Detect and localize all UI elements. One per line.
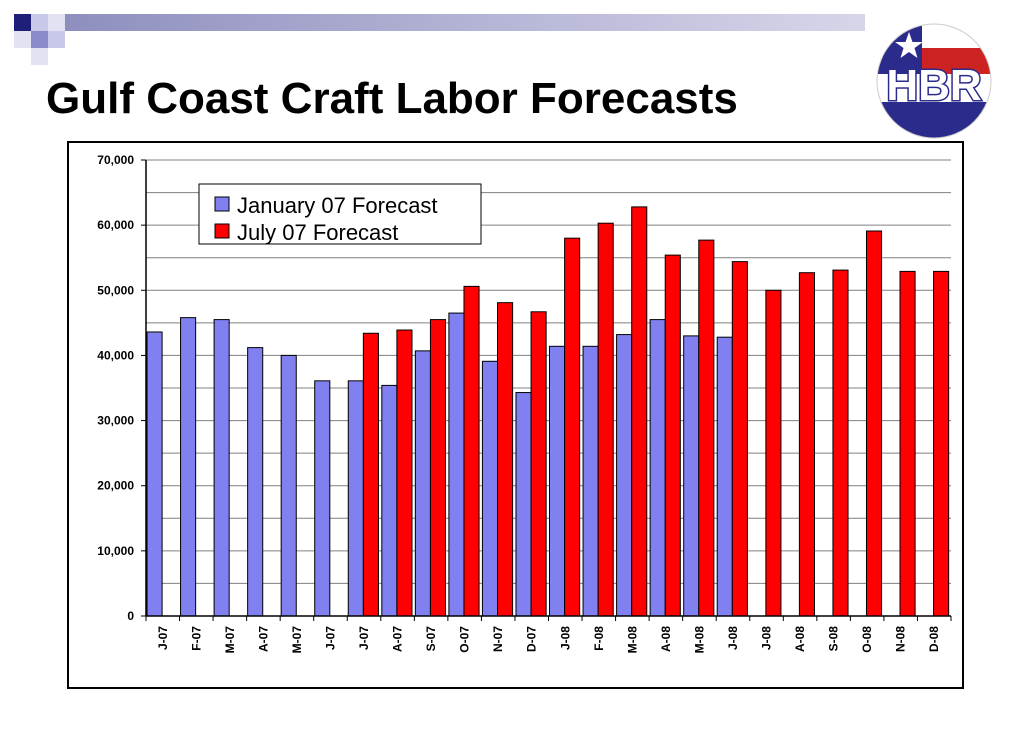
y-tick-label: 0 xyxy=(127,609,134,623)
bar-july-forecast xyxy=(664,254,681,617)
x-tick-label: F-07 xyxy=(189,626,203,651)
header-rule xyxy=(65,14,865,31)
x-tick-label: J-08 xyxy=(726,626,740,650)
bar-january-forecast xyxy=(616,334,633,617)
x-tick-label: J-08 xyxy=(760,626,774,650)
bar-july-forecast xyxy=(396,329,413,617)
bar-july-forecast xyxy=(765,289,782,617)
bar-january-forecast xyxy=(146,331,163,617)
bar-january-forecast xyxy=(247,347,264,617)
star-icon xyxy=(895,32,923,58)
x-tick-label: F-08 xyxy=(592,626,606,651)
bar-january-forecast xyxy=(448,312,465,617)
bars xyxy=(146,206,950,617)
legend-label-jan: January 07 Forecast xyxy=(237,193,438,218)
x-tick-label: M-07 xyxy=(290,626,304,654)
bar-july-forecast xyxy=(597,222,614,617)
bar-july-forecast xyxy=(933,270,950,617)
corner-square-pale-3 xyxy=(31,48,48,65)
bar-july-forecast xyxy=(865,230,883,617)
corner-square-light xyxy=(31,14,48,31)
bar-january-forecast xyxy=(549,345,566,617)
slide-title: Gulf Coast Craft Labor Forecasts xyxy=(46,74,738,123)
x-tick-label: M-08 xyxy=(692,626,706,654)
bar-july-forecast xyxy=(899,270,916,617)
bar-january-forecast xyxy=(280,354,297,617)
legend-swatch-jan xyxy=(214,196,230,212)
y-tick-label: 10,000 xyxy=(97,544,134,558)
bar-january-forecast xyxy=(716,336,733,617)
x-tick-label: N-07 xyxy=(491,626,505,652)
bar-january-forecast xyxy=(347,380,364,617)
bar-january-forecast xyxy=(381,384,398,617)
x-tick-label: N-08 xyxy=(894,626,908,652)
x-tick-label: S-08 xyxy=(827,626,841,652)
bar-july-forecast xyxy=(362,332,379,617)
legend-swatch-jul xyxy=(214,223,230,239)
x-tick-label: S-07 xyxy=(424,626,438,652)
bar-january-forecast xyxy=(180,317,197,617)
bar-january-forecast xyxy=(683,335,700,617)
hbr-logo: HBR xyxy=(876,23,992,139)
bar-july-forecast xyxy=(698,239,715,617)
x-tick-label: A-08 xyxy=(793,626,807,652)
bar-january-forecast xyxy=(213,319,230,617)
bar-january-forecast xyxy=(649,319,666,617)
x-axis-ticks: J-07 F-07 M-07 A-07 M-07 J-07 J-07 A-07 S-07 O-07… xyxy=(145,616,952,654)
x-tick-label: A-07 xyxy=(256,626,270,652)
x-tick-label: D-08 xyxy=(927,626,941,652)
x-tick-label: O-08 xyxy=(860,626,874,653)
bar-july-forecast xyxy=(463,285,480,617)
y-tick-label: 50,000 xyxy=(97,283,134,297)
x-tick-label: M-07 xyxy=(223,626,237,654)
x-tick-label: O-07 xyxy=(458,626,472,653)
y-tick-label: 60,000 xyxy=(97,218,134,232)
y-tick-label: 40,000 xyxy=(97,348,134,362)
corner-square-light-2 xyxy=(48,31,65,48)
legend: January 07 Forecast July 07 Forecast xyxy=(198,183,482,245)
bar-july-forecast xyxy=(798,272,815,617)
y-tick-label: 30,000 xyxy=(97,414,134,428)
corner-square-mid xyxy=(31,31,48,48)
corner-square-pale xyxy=(14,31,31,48)
bar-july-forecast xyxy=(497,302,514,617)
bar-january-forecast xyxy=(314,380,331,617)
y-axis-ticks: 0 10,000 20,000 30,000 40,000 50,000 60,000 70,… xyxy=(97,153,146,623)
x-tick-label: A-07 xyxy=(391,626,405,652)
x-tick-label: J-08 xyxy=(558,626,572,650)
x-tick-label: M-08 xyxy=(625,626,639,654)
bar-july-forecast xyxy=(530,311,547,617)
bar-january-forecast xyxy=(414,350,431,617)
x-tick-label: J-07 xyxy=(323,626,337,650)
bar-january-forecast xyxy=(515,392,532,617)
x-tick-label: J-07 xyxy=(357,626,371,650)
corner-square-pale-2 xyxy=(48,14,65,31)
x-tick-label: D-07 xyxy=(525,626,539,652)
bar-july-forecast xyxy=(429,319,447,617)
bar-july-forecast xyxy=(631,206,648,617)
y-tick-label: 70,000 xyxy=(97,153,134,167)
bar-january-forecast xyxy=(481,360,499,617)
legend-label-jul: July 07 Forecast xyxy=(237,220,398,245)
x-tick-label: J-07 xyxy=(156,626,170,650)
logo-text: HBR xyxy=(886,61,981,110)
bar-chart: 0 10,000 20,000 30,000 40,000 50,000 60,000 70,… xyxy=(97,153,952,654)
y-tick-label: 20,000 xyxy=(97,479,134,493)
corner-square-navy xyxy=(14,14,31,31)
legend-box xyxy=(198,183,482,245)
bar-july-forecast xyxy=(832,269,849,617)
x-tick-label: A-08 xyxy=(659,626,673,652)
bar-july-forecast xyxy=(564,237,581,617)
bar-january-forecast xyxy=(582,345,599,617)
bar-july-forecast xyxy=(731,261,748,617)
